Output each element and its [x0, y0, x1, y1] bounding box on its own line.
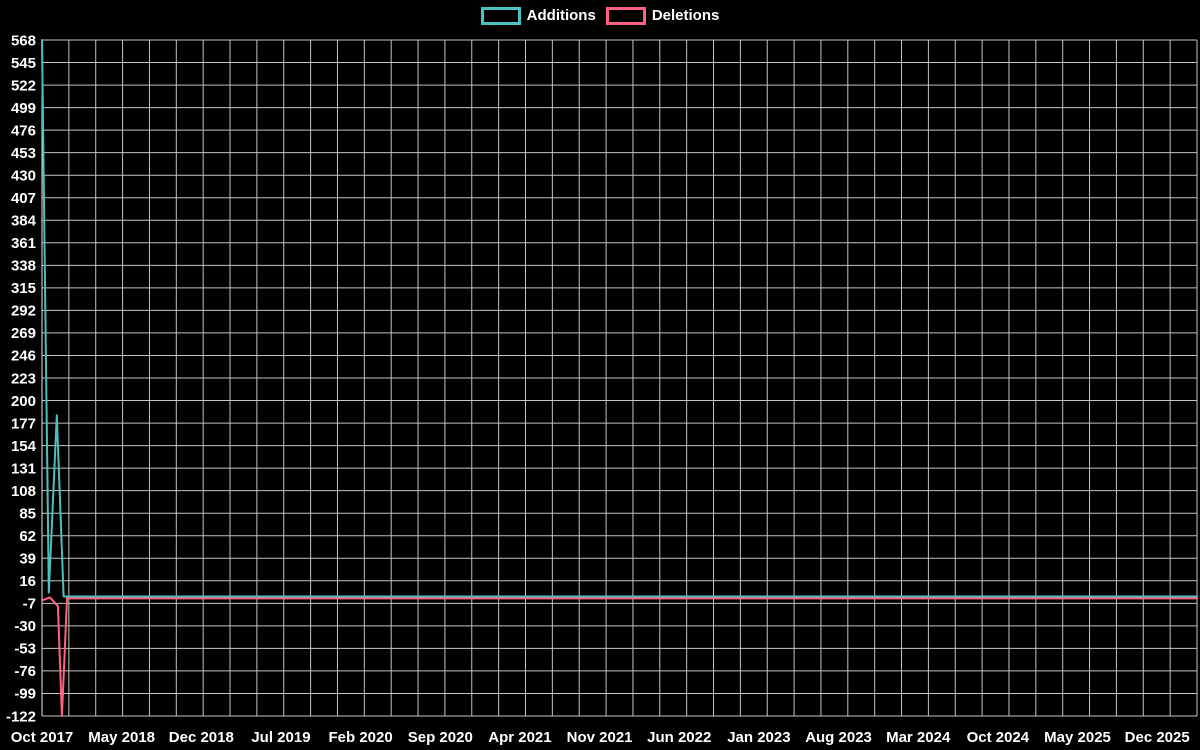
svg-text:522: 522 — [11, 77, 36, 94]
svg-text:May 2025: May 2025 — [1044, 729, 1111, 746]
svg-text:-53: -53 — [14, 641, 36, 658]
svg-text:246: 246 — [11, 348, 36, 365]
additions-swatch — [480, 7, 521, 25]
svg-text:-76: -76 — [14, 663, 36, 680]
svg-text:453: 453 — [11, 145, 36, 162]
svg-text:Jan 2023: Jan 2023 — [727, 729, 790, 746]
svg-text:499: 499 — [11, 100, 36, 117]
svg-text:May 2018: May 2018 — [88, 729, 155, 746]
svg-text:Jul 2019: Jul 2019 — [251, 729, 310, 746]
svg-text:Sep 2020: Sep 2020 — [408, 729, 473, 746]
svg-text:Aug 2023: Aug 2023 — [805, 729, 872, 746]
svg-text:Feb 2020: Feb 2020 — [329, 729, 393, 746]
deletions-swatch — [605, 7, 646, 25]
legend-item-deletions[interactable]: Deletions — [605, 7, 720, 25]
svg-text:-30: -30 — [14, 618, 36, 635]
svg-text:384: 384 — [11, 213, 37, 230]
svg-text:200: 200 — [11, 393, 36, 410]
svg-text:154: 154 — [11, 438, 37, 455]
svg-text:Oct 2017: Oct 2017 — [11, 729, 74, 746]
svg-text:Jun 2022: Jun 2022 — [647, 729, 711, 746]
svg-text:568: 568 — [11, 32, 36, 49]
svg-text:39: 39 — [19, 551, 36, 568]
svg-text:Apr 2021: Apr 2021 — [488, 729, 551, 746]
svg-text:407: 407 — [11, 190, 36, 207]
svg-text:545: 545 — [11, 55, 36, 72]
svg-text:269: 269 — [11, 325, 36, 342]
svg-text:16: 16 — [19, 573, 36, 590]
svg-text:476: 476 — [11, 122, 36, 139]
svg-text:177: 177 — [11, 415, 36, 432]
chart-legend: Additions Deletions — [0, 7, 1200, 25]
svg-text:62: 62 — [19, 528, 36, 545]
svg-text:Oct 2024: Oct 2024 — [967, 729, 1030, 746]
svg-text:108: 108 — [11, 483, 36, 500]
svg-text:-99: -99 — [14, 686, 36, 703]
svg-text:-122: -122 — [6, 708, 36, 725]
svg-text:Nov 2021: Nov 2021 — [567, 729, 633, 746]
svg-text:Dec 2018: Dec 2018 — [169, 729, 234, 746]
legend-label-additions: Additions — [526, 7, 596, 24]
svg-text:85: 85 — [19, 505, 36, 522]
legend-item-additions[interactable]: Additions — [480, 7, 596, 25]
svg-text:430: 430 — [11, 167, 36, 184]
svg-text:-7: -7 — [23, 596, 36, 613]
svg-text:315: 315 — [11, 280, 36, 297]
svg-text:Dec 2025: Dec 2025 — [1125, 729, 1190, 746]
svg-text:131: 131 — [11, 460, 36, 477]
svg-text:361: 361 — [11, 235, 36, 252]
svg-text:223: 223 — [11, 370, 36, 387]
svg-text:292: 292 — [11, 303, 36, 320]
legend-label-deletions: Deletions — [651, 7, 720, 24]
svg-text:Mar 2024: Mar 2024 — [886, 729, 951, 746]
svg-text:338: 338 — [11, 258, 36, 275]
